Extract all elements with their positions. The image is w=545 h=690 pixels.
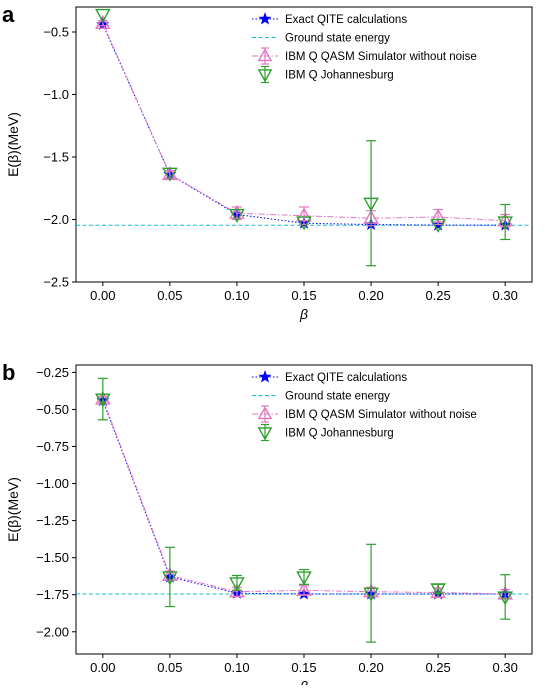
legend-marker: [257, 69, 273, 83]
x-tick-label: 0.15: [291, 288, 316, 303]
legend-label: IBM Q Johannesburg: [285, 70, 394, 82]
legend-label: IBM Q QASM Simulator without noise: [285, 409, 477, 421]
y-tick-label: −0.50: [36, 402, 69, 417]
x-tick-label: 0.25: [425, 288, 450, 303]
y-tick-label: −1.75: [36, 587, 69, 602]
data-point: [229, 204, 245, 219]
y-tick-label: −2.00: [36, 624, 69, 639]
panel-letter-b: b: [2, 360, 15, 385]
legend: Exact QITE calculations Ground state ener…: [252, 12, 477, 84]
x-tick-label: 0.25: [425, 660, 450, 675]
data-point: [430, 583, 446, 598]
legend-label: IBM Q QASM Simulator without noise: [285, 51, 477, 63]
series-triangle-up: [94, 14, 514, 228]
legend-entry: Exact QITE calculations: [252, 370, 407, 384]
legend-label: Ground state energy: [285, 33, 390, 45]
x-tick-label: 0.05: [157, 288, 182, 303]
legend-label: IBM Q Johannesburg: [285, 428, 394, 440]
x-tick-label: 0.00: [90, 660, 115, 675]
data-point: [296, 216, 312, 231]
legend-marker: [258, 370, 272, 383]
legend-marker: [258, 12, 272, 25]
legend-entry: IBM Q QASM Simulator without noise: [252, 405, 477, 423]
y-tick-label: −1.5: [43, 150, 69, 165]
panel-letter-a: a: [2, 2, 15, 27]
y-tick-label: −2.0: [43, 212, 69, 227]
x-tick-label: 0.30: [493, 660, 518, 675]
series-triangle-down: [94, 377, 514, 643]
legend-entry: IBM Q Johannesburg: [257, 65, 394, 84]
data-point: [497, 591, 514, 606]
y-tick-label: −1.00: [36, 476, 69, 491]
data-point: [497, 216, 514, 231]
legend-entry: Exact QITE calculations: [252, 12, 407, 26]
series-triangle-up: [94, 390, 514, 600]
data-point: [162, 571, 178, 586]
y-axis-label: E(β)(MeV): [5, 477, 21, 542]
panel-b: b 0.00 0.05 0.10 0.15 0.20 0.25 0.30 −0.25 −0.50 −…: [2, 360, 533, 690]
y-tick-label: −0.75: [36, 439, 69, 454]
x-tick-label: 0.15: [291, 660, 316, 675]
plot-frame: [75, 6, 533, 283]
legend-label: Exact QITE calculations: [285, 14, 407, 26]
panel-a: a 0.00 0.05 0.10 0.15 0.20 0.25 0.30 −0.5 −1.0 −1.…: [2, 2, 533, 322]
data-point: [296, 581, 312, 596]
x-tick-label: 0.10: [224, 288, 249, 303]
x-axis-label: β: [299, 306, 308, 322]
legend: Exact QITE calculations Ground state ener…: [252, 370, 477, 442]
legend-marker: [257, 427, 273, 441]
series-triangle-down: [94, 8, 514, 267]
data-point: [229, 577, 245, 592]
x-axis-label: β: [299, 678, 308, 685]
data-point: [430, 218, 446, 233]
data-point: [229, 208, 245, 223]
legend-label: Exact QITE calculations: [285, 372, 407, 384]
legend-marker: [257, 48, 273, 62]
x-tick-label: 0.20: [358, 288, 383, 303]
x-tick-label: 0.10: [224, 660, 249, 675]
x-tick-label: 0.05: [157, 660, 182, 675]
data-point: [363, 587, 379, 602]
y-tick-label: −1.25: [36, 513, 69, 528]
x-tick-label: 0.00: [90, 288, 115, 303]
data-point: [430, 584, 446, 599]
data-point: [296, 571, 312, 586]
legend-entry: IBM Q QASM Simulator without noise: [252, 47, 477, 65]
data-point: [363, 197, 379, 212]
legend-label: Ground state energy: [285, 391, 390, 403]
y-tick-label: −1.50: [36, 550, 69, 565]
y-tick-label: −1.0: [43, 87, 69, 102]
legend-entry: Ground state energy: [252, 391, 390, 403]
x-tick-label: 0.20: [358, 660, 383, 675]
y-axis-label: E(β)(MeV): [5, 112, 21, 177]
legend-entry: Ground state energy: [252, 33, 390, 45]
data-point: [94, 14, 111, 29]
data-point: [296, 207, 312, 222]
x-tick-label: 0.30: [493, 288, 518, 303]
y-tick-label: −0.5: [43, 25, 69, 40]
legend-entry: IBM Q Johannesburg: [257, 423, 394, 442]
legend-marker: [257, 406, 273, 420]
data-point: [430, 208, 446, 223]
y-tick-label: −2.5: [43, 275, 69, 290]
y-tick-label: −0.25: [36, 365, 69, 380]
data-point: [94, 8, 111, 23]
series-star: [96, 393, 512, 600]
data-point: [94, 393, 111, 408]
data-point: [162, 167, 178, 182]
